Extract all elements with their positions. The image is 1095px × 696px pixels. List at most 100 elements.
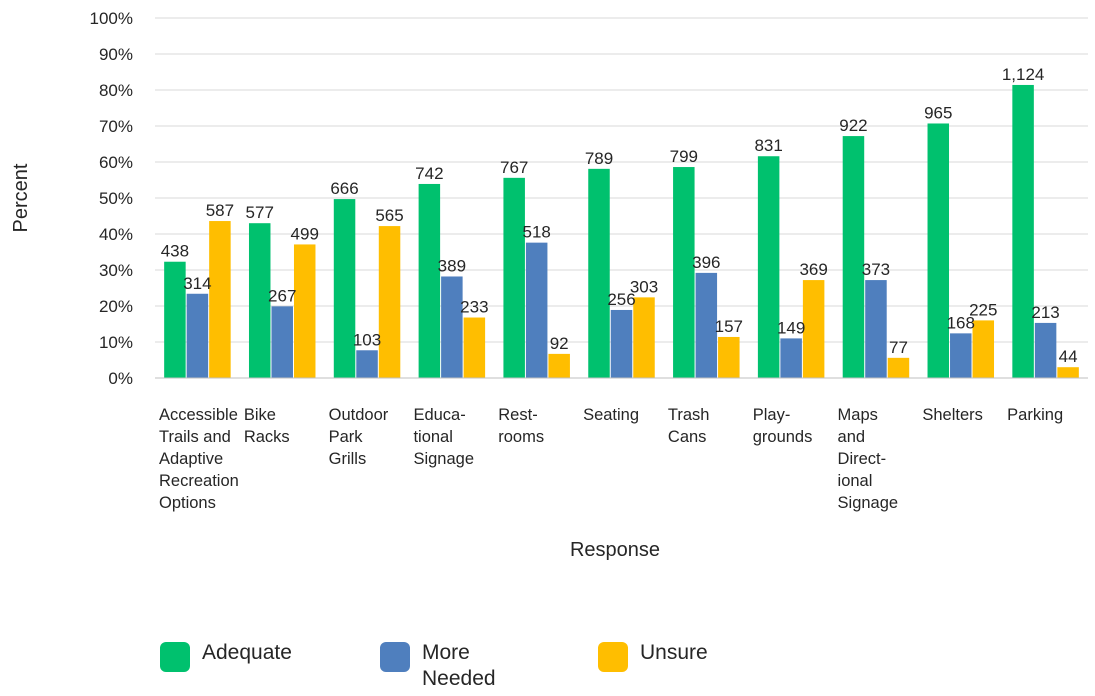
data-label: 742	[415, 164, 443, 183]
bar-unsure	[718, 336, 740, 378]
y-tick-label: 50%	[99, 189, 133, 208]
data-label: 922	[839, 116, 867, 135]
legend-swatch	[598, 642, 628, 672]
data-label: 396	[692, 253, 720, 272]
y-axis-title: Percent	[10, 163, 32, 232]
bar-adequate	[927, 123, 950, 378]
bar-adequate	[1012, 84, 1034, 379]
data-label: 149	[777, 318, 805, 337]
data-label: 256	[607, 290, 635, 309]
bar-adequate	[503, 177, 525, 378]
data-label: 373	[862, 260, 890, 279]
data-label: 314	[183, 274, 211, 293]
bar-more-needed	[441, 276, 463, 378]
bar-unsure	[293, 244, 316, 378]
x-category-label: Bike Racks	[244, 406, 290, 446]
data-labels: 438 314 587 577 267 499 666 103 565 742 389 233 767 5…	[161, 65, 1078, 366]
bar-unsure	[1057, 367, 1079, 378]
y-tick-label: 70%	[99, 117, 133, 136]
legend-item: More Needed	[380, 640, 496, 692]
data-label: 77	[889, 338, 908, 357]
bar-adequate	[248, 223, 271, 378]
legend-item: Adequate	[160, 640, 292, 672]
bar-adequate	[842, 136, 865, 378]
bars	[164, 84, 1079, 379]
x-category-label: Trash Cans	[668, 406, 710, 446]
y-axis-ticks: 0% 10% 20% 30% 40% 50% 60% 70% 80% 90% 100%	[90, 9, 133, 388]
x-category-label: Outdoor Park Grills	[329, 406, 389, 468]
data-label: 799	[670, 147, 698, 166]
data-label: 499	[291, 224, 319, 243]
bar-unsure	[548, 353, 570, 378]
data-label: 267	[268, 286, 296, 305]
data-label: 44	[1059, 347, 1078, 366]
bar-more-needed	[695, 272, 718, 378]
x-category-label: Rest-rooms	[498, 406, 544, 446]
legend-label: More Needed	[422, 641, 496, 690]
y-tick-label: 100%	[90, 9, 133, 28]
bar-unsure	[463, 317, 486, 378]
x-category-label: Seating	[583, 406, 639, 424]
data-label: 92	[550, 334, 569, 353]
x-axis-categories: Accessible Trails and Adaptive Recreation Op…	[159, 406, 1063, 512]
bar-more-needed	[610, 309, 633, 378]
x-category-label: Play-grounds	[753, 406, 813, 446]
data-label: 577	[246, 203, 274, 222]
bar-more-needed	[525, 242, 548, 378]
data-label: 225	[969, 300, 997, 319]
x-axis-title: Response	[570, 539, 660, 561]
bar-more-needed	[950, 333, 972, 378]
legend-swatch	[160, 642, 190, 672]
y-tick-label: 80%	[99, 81, 133, 100]
data-label: 303	[630, 277, 658, 296]
data-label: 168	[947, 313, 975, 332]
data-label: 767	[500, 158, 528, 177]
data-label: 831	[754, 136, 782, 155]
data-label: 213	[1031, 303, 1059, 322]
data-label: 103	[353, 330, 381, 349]
bar-adequate	[673, 167, 695, 378]
data-label: 369	[799, 260, 827, 279]
y-tick-label: 60%	[99, 153, 133, 172]
y-tick-label: 40%	[99, 225, 133, 244]
bar-unsure	[802, 280, 825, 378]
bar-adequate	[588, 168, 610, 378]
legend-item: Unsure	[598, 640, 708, 672]
data-label: 157	[715, 317, 743, 336]
bar-more-needed	[780, 338, 802, 378]
bar-unsure	[209, 221, 231, 378]
bar-more-needed	[1034, 322, 1057, 378]
data-label: 666	[330, 179, 358, 198]
data-label: 565	[375, 206, 403, 225]
data-label: 587	[206, 201, 234, 220]
x-category-label: Educa-tional Signage	[413, 406, 474, 468]
legend: Adequate More Needed Unsure	[160, 640, 860, 696]
y-tick-label: 30%	[99, 261, 133, 280]
bar-more-needed	[271, 306, 293, 378]
chart-canvas: 0% 10% 20% 30% 40% 50% 60% 70% 80% 90% 100% 438 314…	[10, 9, 1088, 561]
bar-more-needed	[356, 350, 378, 378]
data-label: 389	[438, 256, 466, 275]
data-label: 518	[522, 223, 550, 242]
x-category-label: Maps and Direct-ional Signage	[838, 406, 899, 512]
y-tick-label: 10%	[99, 333, 133, 352]
y-tick-label: 90%	[99, 45, 133, 64]
bar-unsure	[633, 297, 655, 378]
data-label: 1,124	[1002, 65, 1045, 84]
bar-unsure	[972, 320, 995, 378]
legend-label: Adequate	[202, 641, 292, 664]
bar-unsure	[378, 226, 401, 378]
data-label: 965	[924, 103, 952, 122]
bar-unsure	[887, 357, 910, 378]
legend-label: Unsure	[640, 641, 708, 664]
bar-more-needed	[865, 280, 887, 378]
legend-swatch	[380, 642, 410, 672]
x-category-label: Shelters	[922, 406, 983, 424]
y-tick-label: 0%	[108, 369, 133, 388]
data-label: 438	[161, 242, 189, 261]
bar-adequate	[164, 261, 186, 378]
data-label: 789	[585, 149, 613, 168]
x-category-label: Parking	[1007, 406, 1063, 424]
bar-more-needed	[186, 293, 209, 378]
bar-adequate	[757, 156, 780, 378]
